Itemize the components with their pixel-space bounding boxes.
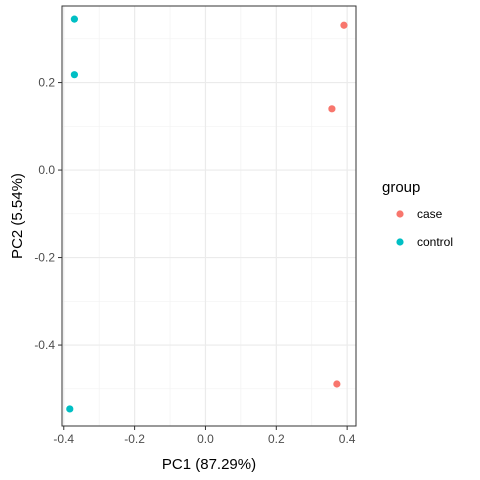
- legend-label-case: case: [417, 207, 443, 221]
- x-tick-label: 0.2: [268, 432, 285, 446]
- legend-title: group: [382, 179, 420, 196]
- x-tick-label: 0.4: [339, 432, 356, 446]
- y-axis-title: PC2 (5.54%): [9, 173, 26, 259]
- axis-ticks: [58, 82, 348, 430]
- data-point-control: [66, 405, 74, 413]
- y-tick-label: 0.2: [38, 76, 55, 90]
- x-tick-label: -0.4: [53, 432, 74, 446]
- data-point-control: [70, 15, 78, 23]
- data-point-case: [340, 21, 348, 29]
- x-tick-label: -0.2: [124, 432, 145, 446]
- data-point-case: [333, 380, 341, 388]
- data-point-control: [70, 71, 78, 79]
- axis-tick-labels: -0.4 -0.2 0.0 0.2 0.4 -0.4 -0.2 0.0 0.2: [34, 76, 355, 446]
- x-tick-label: 0.0: [197, 432, 214, 446]
- legend-label-control: control: [417, 235, 453, 249]
- y-tick-label: -0.2: [34, 251, 55, 265]
- data-point-case: [328, 105, 336, 113]
- y-tick-label: 0.0: [38, 163, 55, 177]
- grid-lines: [62, 6, 356, 426]
- panel-border: [61, 5, 357, 427]
- data-points: [66, 15, 348, 413]
- legend: group case control: [382, 179, 453, 249]
- y-tick-label: -0.4: [34, 338, 55, 352]
- x-axis-title: PC1 (87.29%): [162, 456, 256, 473]
- legend-key-control: [396, 238, 404, 246]
- legend-key-case: [396, 210, 404, 218]
